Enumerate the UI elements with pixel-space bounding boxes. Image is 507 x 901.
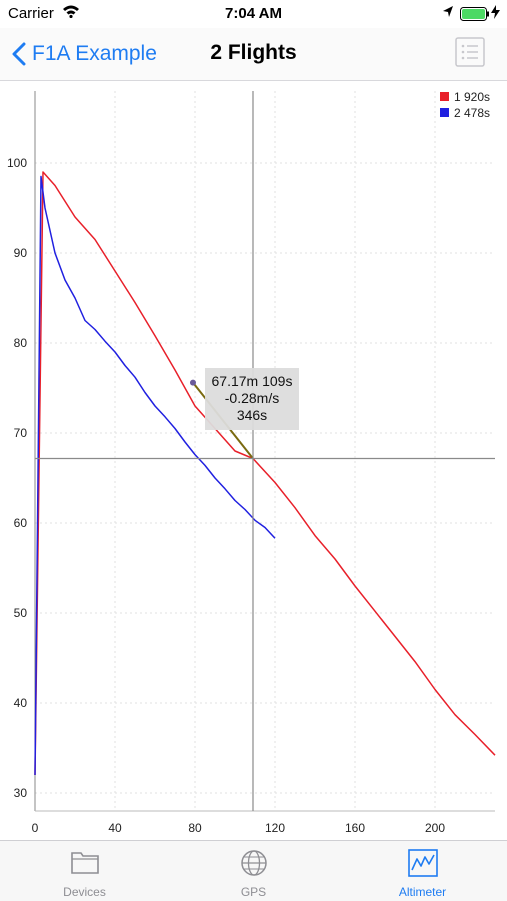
carrier-label: Carrier (8, 5, 54, 22)
tooltip: 67.17m 109s -0.28m/s 346s (205, 368, 299, 430)
x-tick-label: 120 (265, 821, 285, 835)
tab-gps-label: GPS (240, 885, 267, 899)
page-title: 2 Flights (210, 41, 297, 64)
x-tick-label: 0 (32, 821, 39, 835)
globe-icon (240, 850, 267, 876)
charging-bolt-icon (491, 5, 500, 23)
x-tick-label: 80 (188, 821, 202, 835)
tab-bar: Devices GPS Altimeter (0, 840, 507, 901)
folder-icon (70, 852, 99, 874)
y-tick-label: 60 (14, 516, 28, 530)
tooltip-line-3: 346s (237, 407, 267, 423)
legend-swatch-1 (440, 92, 449, 101)
list-button[interactable] (455, 37, 485, 72)
tab-altimeter[interactable]: Altimeter (338, 841, 507, 901)
x-tick-label: 40 (108, 821, 122, 835)
highlight-start-marker (190, 379, 196, 386)
list-icon (455, 37, 485, 67)
tab-devices-label: Devices (63, 885, 106, 899)
y-tick-label: 70 (14, 426, 28, 440)
tab-gps[interactable]: GPS (169, 841, 338, 901)
altimeter-chart[interactable]: 30 40 50 60 70 80 90 100 0 40 80 120 160 200 1 920s 2 … (0, 81, 507, 840)
chart-svg[interactable]: 30 40 50 60 70 80 90 100 0 40 80 120 160 200 1 920s 2 … (0, 81, 507, 840)
series-line-1 (34, 171, 496, 776)
legend-swatch-2 (440, 108, 449, 117)
tooltip-line-2: -0.28m/s (225, 390, 279, 406)
chevron-left-icon (12, 42, 26, 66)
wifi-icon (62, 4, 80, 22)
y-tick-label: 50 (14, 606, 28, 620)
tooltip-box (205, 368, 299, 430)
x-tick-label: 160 (345, 821, 365, 835)
tooltip-line-1: 67.17m 109s (212, 373, 293, 389)
legend-label-1: 1 920s (454, 90, 490, 104)
navigation-bar: F1A Example 2 Flights (0, 28, 507, 81)
location-arrow-icon (442, 5, 454, 23)
y-tick-label: 100 (7, 156, 27, 170)
tab-altimeter-label: Altimeter (398, 885, 447, 899)
battery-icon (460, 7, 490, 25)
status-bar: Carrier 7:04 AM (0, 0, 507, 28)
y-tick-label: 40 (14, 696, 28, 710)
y-tick-label: 90 (14, 246, 28, 260)
status-time: 7:04 AM (225, 5, 282, 22)
tab-devices[interactable]: Devices (0, 841, 169, 901)
y-tick-label: 80 (14, 336, 28, 350)
chart-icon (407, 849, 438, 877)
legend-label-2: 2 478s (454, 106, 490, 120)
back-button[interactable]: F1A Example (12, 38, 157, 70)
back-button-label: F1A Example (32, 42, 157, 65)
x-tick-label: 200 (425, 821, 445, 835)
y-tick-label: 30 (14, 786, 28, 800)
series-line-2 (34, 175, 276, 776)
